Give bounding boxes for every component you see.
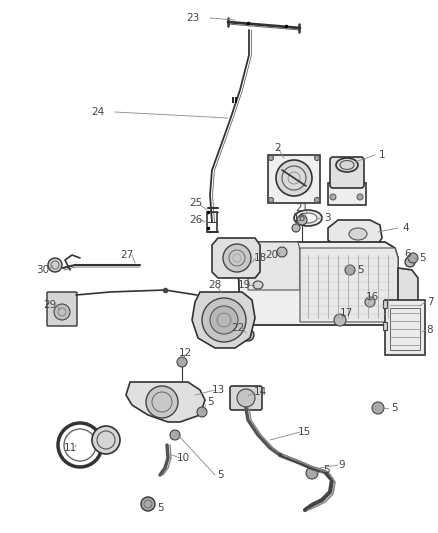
Circle shape	[92, 426, 120, 454]
Polygon shape	[300, 248, 398, 322]
Circle shape	[170, 430, 180, 440]
Text: 15: 15	[297, 427, 311, 437]
Polygon shape	[328, 220, 382, 248]
Text: 5: 5	[217, 470, 223, 480]
Text: 19: 19	[237, 280, 251, 290]
Circle shape	[146, 386, 178, 418]
Circle shape	[202, 298, 246, 342]
FancyBboxPatch shape	[235, 255, 257, 277]
Polygon shape	[398, 268, 418, 320]
Polygon shape	[248, 242, 300, 290]
Circle shape	[268, 156, 273, 160]
Circle shape	[306, 467, 318, 479]
Text: 21: 21	[295, 203, 309, 213]
Circle shape	[297, 215, 307, 225]
Text: 10: 10	[177, 453, 190, 463]
Text: 5: 5	[157, 503, 163, 513]
Polygon shape	[212, 238, 260, 278]
Text: 5: 5	[357, 265, 363, 275]
Polygon shape	[126, 382, 205, 422]
Text: 8: 8	[427, 325, 433, 335]
FancyBboxPatch shape	[268, 155, 320, 203]
Circle shape	[141, 497, 155, 511]
Circle shape	[405, 257, 415, 267]
Text: 3: 3	[324, 213, 330, 223]
Polygon shape	[238, 242, 398, 325]
Circle shape	[276, 160, 312, 196]
Text: 27: 27	[120, 250, 134, 260]
Bar	[207, 212, 217, 232]
Text: 25: 25	[189, 198, 203, 208]
Text: 29: 29	[43, 300, 57, 310]
Text: 12: 12	[178, 348, 192, 358]
Circle shape	[277, 247, 287, 257]
Circle shape	[239, 259, 253, 273]
Text: 17: 17	[339, 308, 353, 318]
Text: 16: 16	[293, 213, 306, 223]
Text: 4: 4	[403, 223, 410, 233]
Circle shape	[372, 402, 384, 414]
Bar	[383, 300, 387, 308]
Text: 16: 16	[365, 292, 378, 302]
Ellipse shape	[349, 228, 367, 240]
FancyBboxPatch shape	[47, 292, 77, 326]
Text: 22: 22	[231, 323, 245, 333]
Circle shape	[242, 329, 254, 341]
Polygon shape	[192, 292, 255, 348]
Text: 11: 11	[64, 443, 77, 453]
Circle shape	[357, 194, 363, 200]
Text: 23: 23	[187, 13, 200, 23]
Text: 1: 1	[379, 150, 385, 160]
Circle shape	[292, 224, 300, 232]
Text: 30: 30	[36, 265, 49, 275]
Text: 5: 5	[323, 465, 329, 475]
Circle shape	[48, 258, 62, 272]
FancyBboxPatch shape	[230, 386, 262, 410]
Ellipse shape	[336, 158, 358, 172]
Text: 28: 28	[208, 280, 222, 290]
Text: 2: 2	[275, 143, 281, 153]
Circle shape	[237, 389, 255, 407]
Text: 6: 6	[405, 249, 411, 259]
Circle shape	[408, 253, 418, 263]
Circle shape	[197, 407, 207, 417]
Text: 5: 5	[207, 397, 213, 407]
Text: 5: 5	[391, 403, 397, 413]
Circle shape	[345, 265, 355, 275]
Circle shape	[223, 244, 251, 272]
FancyBboxPatch shape	[330, 157, 364, 188]
Text: 20: 20	[265, 250, 279, 260]
Text: 13: 13	[212, 385, 225, 395]
Circle shape	[314, 156, 319, 160]
Text: 5: 5	[419, 253, 425, 263]
Ellipse shape	[299, 213, 317, 223]
Text: 14: 14	[253, 387, 267, 397]
Text: 9: 9	[339, 460, 345, 470]
Circle shape	[268, 198, 273, 203]
Text: 26: 26	[189, 215, 203, 225]
Bar	[390, 308, 420, 350]
Circle shape	[210, 306, 238, 334]
Text: 24: 24	[92, 107, 105, 117]
FancyBboxPatch shape	[328, 183, 366, 205]
Bar	[383, 322, 387, 330]
Circle shape	[365, 297, 375, 307]
Text: 18: 18	[253, 253, 267, 263]
Circle shape	[330, 194, 336, 200]
Circle shape	[314, 198, 319, 203]
FancyBboxPatch shape	[385, 300, 425, 355]
Circle shape	[177, 357, 187, 367]
Circle shape	[334, 314, 346, 326]
Ellipse shape	[294, 210, 322, 226]
Circle shape	[54, 304, 70, 320]
Text: 7: 7	[427, 297, 433, 307]
Ellipse shape	[253, 281, 263, 289]
